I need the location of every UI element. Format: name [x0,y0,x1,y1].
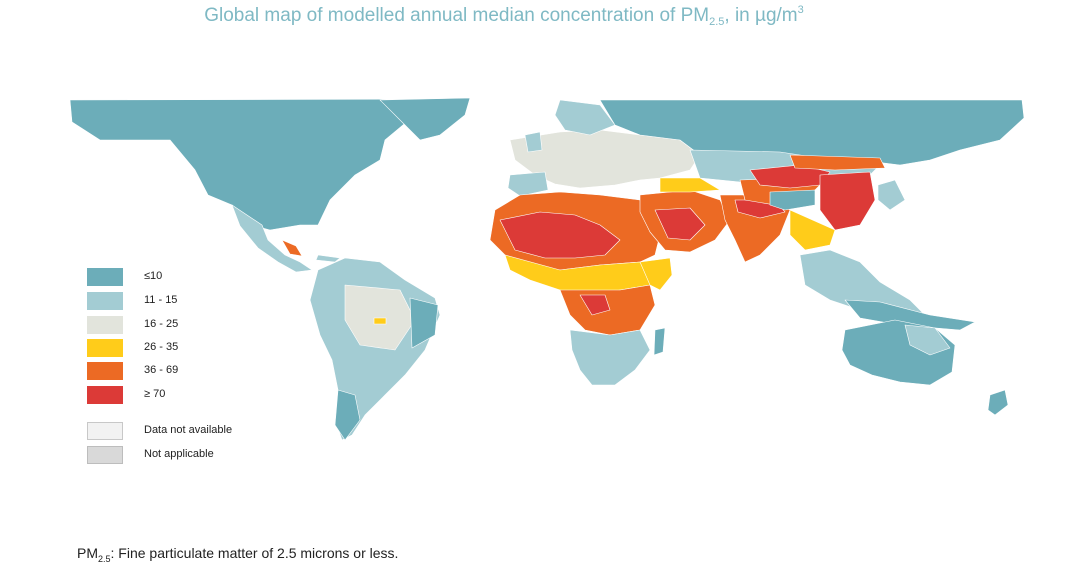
legend-swatch [87,362,123,380]
south-america-region [309,257,441,441]
china-south-region [789,209,836,251]
new-zealand-region [987,389,1009,416]
legend-label: Data not available [144,424,233,436]
sahara-extreme [499,211,621,259]
korea-japan-region [877,179,906,211]
uk-region [524,131,543,153]
scandinavia-region [554,99,616,136]
legend-label: ≥ 70 [144,388,166,400]
madagascar-region [653,327,666,356]
legend-swatch [87,268,123,286]
central-africa-extreme [579,294,611,316]
legend-item-26-35: 26 - 35 [87,339,307,357]
legend-item-16-25: 16 - 25 [87,316,307,334]
legend-swatch [87,316,123,334]
legend-item-data-not-available: Data not available [87,422,307,440]
iberia-region [507,171,549,197]
legend-swatch [87,446,123,464]
patagonia-region [334,389,361,441]
brazil-east-region [409,297,439,349]
south-america-center [344,284,416,351]
amazon-hotspot [373,317,387,325]
legend-label: 26 - 35 [144,341,179,353]
legend-label: 36 - 69 [144,364,179,376]
legend-label: Not applicable [144,448,214,460]
central-america-hotspot [281,239,303,257]
mongolia-region [789,154,886,171]
map-title: Global map of modelled annual median con… [204,4,804,28]
tibet-region [769,189,816,211]
indonesia-region [844,299,976,331]
australia-east-region [904,324,951,356]
legend-label: 11 - 15 [144,294,178,306]
middle-east-north [659,177,721,193]
east-africa-region [639,257,673,291]
legend-item-36-69: 36 - 69 [87,362,307,380]
legend-label: 16 - 25 [144,318,179,330]
legend-label: ≤10 [144,270,163,282]
legend-swatch [87,339,123,357]
mexico-region [231,204,313,273]
footnote: PM2.5: Fine particulate matter of 2.5 mi… [77,545,399,564]
legend-item-le10: ≤10 [87,268,307,286]
legend-item-not-applicable: Not applicable [87,446,307,464]
north-america-region [69,98,471,231]
southern-africa-region [569,329,651,386]
arabia-extreme [654,207,706,241]
legend-item-11-15: 11 - 15 [87,292,307,310]
china-east-extreme [819,171,876,231]
legend-swatch [87,422,123,440]
legend-item-ge70: ≥ 70 [87,386,307,404]
greenland-region [379,97,471,141]
legend-swatch [87,292,123,310]
caribbean-region [315,254,341,263]
legend-swatch [87,386,123,404]
